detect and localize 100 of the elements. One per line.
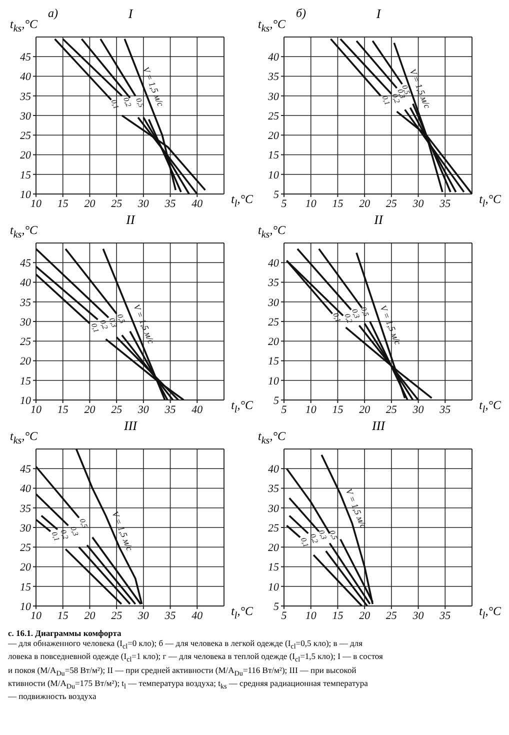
- x-tick-label: 10: [30, 198, 42, 210]
- x-tick-label: 25: [386, 610, 398, 622]
- y-tick-label: 40: [20, 483, 32, 496]
- x-tick-label: 20: [84, 610, 96, 622]
- x-tick-label: 40: [192, 404, 204, 416]
- x-axis-title: t$_{l}$,°C: [479, 398, 501, 416]
- y-tick-label: 40: [20, 71, 32, 84]
- x-tick-label: 20: [359, 610, 371, 622]
- text: — подвижность воздуха: [8, 690, 98, 702]
- text: V = 1,5 м/с: [344, 487, 369, 530]
- x-axis-title: t$_{l}$,°C: [479, 192, 501, 210]
- y-tick-label: 20: [20, 150, 32, 162]
- x-tick-label: 25: [111, 610, 123, 622]
- y-tick-label: 30: [267, 90, 280, 103]
- x-tick-label: 15: [332, 198, 344, 210]
- y-tick-label: 10: [268, 375, 280, 388]
- y-tick-label: 10: [268, 581, 280, 594]
- y-tick-label: 35: [267, 277, 280, 290]
- y-tick-label: 20: [268, 130, 280, 142]
- x-tick-label: 40: [192, 198, 204, 210]
- x-tick-label: 35: [438, 610, 452, 622]
- x-tick-label: 25: [386, 404, 398, 416]
- y-tick-label: 30: [19, 110, 32, 122]
- y-tick-label: 15: [20, 169, 32, 182]
- x-tick-label: 40: [192, 610, 204, 622]
- y-tick-label: 15: [20, 581, 32, 594]
- y-tick-label: 10: [20, 394, 32, 407]
- y-tick-label: 15: [268, 562, 280, 574]
- y-tick-label: 35: [267, 71, 280, 84]
- x-tick-label: 35: [164, 404, 176, 416]
- x-tick-label: 10: [305, 404, 317, 416]
- text: и покоя (M/A$_{Du}$=58 Вт/м²); II — при средней активности (M/A$_{Du}$=116 Вт/м²); III — при высокой: [8, 664, 358, 678]
- y-tick-label: 40: [268, 258, 280, 270]
- x-tick-label: 15: [332, 610, 344, 622]
- x-axis-title: t$_{l}$,°C: [231, 398, 253, 416]
- y-tick-label: 30: [267, 502, 280, 515]
- x-tick-label: 15: [57, 198, 69, 210]
- y-tick-label: 10: [20, 188, 32, 201]
- x-tick-label: 15: [57, 404, 69, 416]
- y-tick-label: 20: [20, 562, 32, 574]
- y-tick-label: 20: [268, 336, 280, 348]
- x-tick-label: 35: [164, 610, 176, 622]
- chart-title: III: [124, 418, 137, 433]
- x-axis-title: t$_{l}$,°C: [479, 604, 501, 622]
- x-tick-label: 15: [57, 610, 69, 622]
- y-tick-label: 25: [268, 110, 280, 122]
- x-tick-label: 30: [412, 404, 424, 416]
- x-tick-label: 25: [111, 198, 123, 210]
- x-tick-label: 15: [332, 404, 344, 416]
- y-tick-label: 5: [274, 394, 280, 407]
- y-tick-label: 15: [268, 150, 280, 162]
- x-tick-label: 10: [30, 610, 42, 622]
- text: ктивности (M/A$_{Du}$=175 Вт/м²); t$_{l}$ — температура воздуха; t$_{ks}$ — средняя радиационная температура: [8, 678, 369, 691]
- y-tick-label: 25: [20, 130, 32, 142]
- x-tick-label: 30: [136, 610, 150, 622]
- x-tick-label: 25: [111, 404, 123, 416]
- x-axis-title: t$_{l}$,°C: [231, 192, 253, 210]
- text: — для обнаженного человека (I$_{cl}$=0 кло); б — для человека в легкой одежде (I$_{cl}$=0,5 кло); в — для: [8, 638, 364, 652]
- y-tick-label: 20: [20, 356, 32, 368]
- x-tick-label: 25: [386, 198, 398, 210]
- y-axis-title: t$_{ks}$,°C: [258, 17, 286, 34]
- y-tick-label: 25: [268, 316, 280, 328]
- x-tick-label: 20: [359, 404, 371, 416]
- y-tick-label: 15: [20, 375, 32, 388]
- x-tick-label: 20: [359, 198, 371, 210]
- y-tick-label: 35: [267, 483, 280, 496]
- y-tick-label: 30: [19, 522, 32, 534]
- y-tick-label: 40: [20, 277, 32, 290]
- x-axis-title: t$_{l}$,°C: [231, 604, 253, 622]
- x-tick-label: 30: [136, 198, 150, 210]
- y-tick-label: 40: [268, 464, 280, 476]
- y-tick-label: 25: [20, 542, 32, 554]
- chart-title: II: [374, 212, 383, 227]
- y-tick-label: 25: [268, 522, 280, 534]
- y-tick-label: 20: [268, 542, 280, 554]
- text: V = 1,5 м/с: [110, 510, 135, 552]
- text: V = 1,5 м/с: [378, 304, 403, 346]
- x-tick-label: 35: [438, 404, 452, 416]
- y-tick-label: 35: [19, 502, 32, 515]
- y-tick-label: 30: [267, 296, 280, 309]
- y-tick-label: 10: [268, 169, 280, 182]
- x-tick-label: 30: [412, 610, 424, 622]
- x-tick-label: 35: [164, 198, 176, 210]
- y-tick-label: 40: [268, 52, 280, 64]
- chart-title: I: [376, 6, 381, 21]
- chart-title: II: [126, 212, 135, 227]
- y-tick-label: 5: [274, 188, 280, 201]
- y-axis-title: t$_{ks}$,°C: [10, 429, 38, 446]
- chart-subtitle: а): [48, 6, 58, 21]
- x-tick-label: 20: [84, 404, 96, 416]
- y-tick-label: 45: [20, 258, 32, 270]
- y-tick-label: 25: [20, 336, 32, 348]
- chart-title: I: [128, 6, 133, 21]
- y-axis-title: t$_{ks}$,°C: [10, 17, 38, 34]
- y-axis-title: t$_{ks}$,°C: [258, 429, 286, 446]
- text: V = 1,5 м/с: [131, 302, 156, 346]
- text: ловека в повседневной одежде (I$_{cl}$=1 кло); г — для человека в теплой одежде (I$_{cl}$=1,5 кло); I — в состоя: [8, 651, 384, 665]
- y-axis-title: t$_{ks}$,°C: [10, 223, 38, 240]
- x-tick-label: 35: [438, 198, 452, 210]
- text: с. 16.1. Диаграммы комфорта: [8, 628, 122, 638]
